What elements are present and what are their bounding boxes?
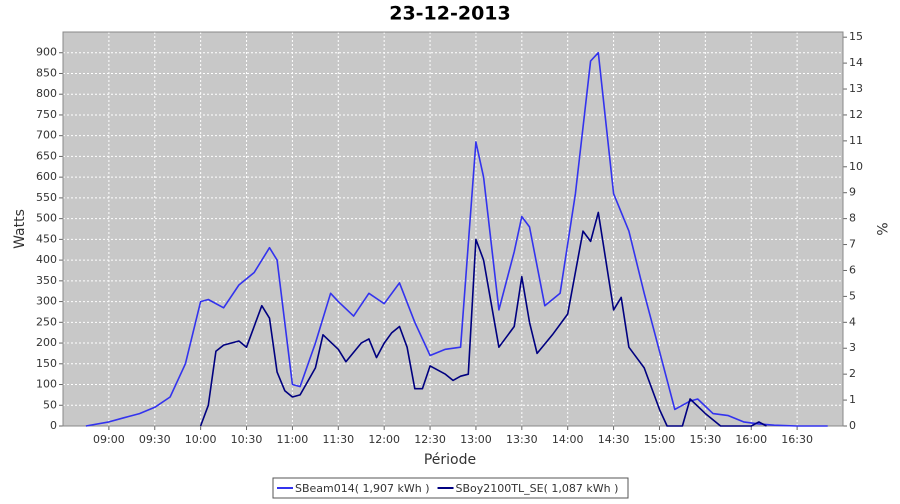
y-tick-label: 700 <box>36 129 57 142</box>
y-tick-label: 800 <box>36 87 57 100</box>
series-line <box>85 51 828 427</box>
x-tick-label: 10:00 <box>185 433 217 446</box>
y2-tick-label: 13 <box>849 82 863 95</box>
y2-tick-label: 7 <box>849 238 856 251</box>
y-tick-label: 50 <box>43 398 57 411</box>
legend-label: SBoy2100TL_SE( 1,087 kWh ) <box>456 482 619 495</box>
plot-area <box>63 32 843 426</box>
x-tick-label: 10:30 <box>231 433 263 446</box>
y2-tick-label: 5 <box>849 289 856 302</box>
x-tick-label: 11:30 <box>322 433 354 446</box>
y-tick-label: 550 <box>36 191 57 204</box>
series-line <box>199 211 767 427</box>
x-tick-label: 15:00 <box>644 433 676 446</box>
y2-tick-label: 0 <box>849 419 856 432</box>
plot-border <box>62 31 844 427</box>
x-tick-label: 13:00 <box>460 433 492 446</box>
y-tick-label: 600 <box>36 170 57 183</box>
y-tick-label: 150 <box>36 357 57 370</box>
y-tick-label: 900 <box>36 46 57 59</box>
x-tick-label: 12:00 <box>368 433 400 446</box>
y2-axis-title: % <box>873 222 889 235</box>
y2-tick-label: 8 <box>849 212 856 225</box>
y2-tick-label: 6 <box>849 263 856 276</box>
x-tick-label: 12:30 <box>414 433 446 446</box>
y-tick-label: 200 <box>36 336 57 349</box>
y2-tick-label: 15 <box>849 30 863 43</box>
y-tick-label: 250 <box>36 315 57 328</box>
y2-tick-label: 1 <box>849 393 856 406</box>
x-tick-label: 14:30 <box>598 433 630 446</box>
legend-label: SBeam014( 1,907 kWh ) <box>295 482 430 495</box>
y-tick-label: 350 <box>36 274 57 287</box>
y-tick-label: 650 <box>36 149 57 162</box>
x-tick-label: 15:30 <box>690 433 722 446</box>
y2-tick-label: 11 <box>849 134 863 147</box>
y-axis-title: Watts <box>12 209 28 249</box>
y2-tick-label: 3 <box>849 341 856 354</box>
y-tick-label: 0 <box>50 419 57 432</box>
y-tick-label: 400 <box>36 253 57 266</box>
y2-tick-label: 2 <box>849 367 856 380</box>
x-tick-label: 16:00 <box>735 433 767 446</box>
x-tick-label: 14:00 <box>552 433 584 446</box>
x-tick-label: 09:00 <box>93 433 125 446</box>
y-tick-label: 850 <box>36 66 57 79</box>
y2-tick-label: 12 <box>849 108 863 121</box>
x-tick-label: 16:30 <box>781 433 813 446</box>
y2-tick-label: 4 <box>849 315 856 328</box>
y2-tick-label: 10 <box>849 160 863 173</box>
y2-tick-label: 14 <box>849 56 863 69</box>
y-tick-label: 500 <box>36 212 57 225</box>
x-tick-label: 09:30 <box>139 433 171 446</box>
chart-title: 23-12-2013 <box>389 3 511 25</box>
y2-tick-label: 9 <box>849 186 856 199</box>
y-tick-label: 750 <box>36 108 57 121</box>
x-tick-label: 11:00 <box>277 433 309 446</box>
x-axis-title: Période <box>424 452 476 468</box>
y-tick-label: 300 <box>36 295 57 308</box>
y-tick-label: 450 <box>36 232 57 245</box>
x-tick-label: 13:30 <box>506 433 538 446</box>
y-tick-label: 100 <box>36 378 57 391</box>
